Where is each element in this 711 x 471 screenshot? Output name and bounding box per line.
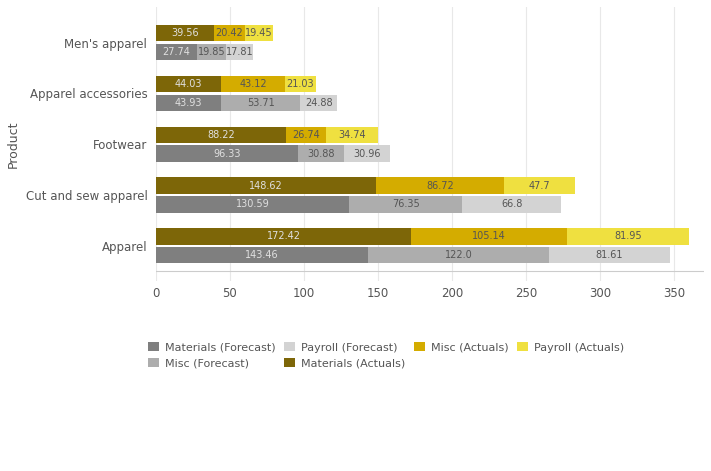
Text: 20.42: 20.42 — [215, 28, 243, 38]
Text: 21.03: 21.03 — [287, 79, 314, 89]
Legend: Materials (Forecast), Misc (Forecast), Payroll (Forecast), Materials (Actuals), : Materials (Forecast), Misc (Forecast), P… — [145, 339, 627, 372]
Text: 96.33: 96.33 — [213, 148, 241, 159]
Text: 19.85: 19.85 — [198, 47, 225, 57]
Text: 44.03: 44.03 — [175, 79, 202, 89]
Text: 17.81: 17.81 — [225, 47, 253, 57]
Bar — [549, 247, 670, 263]
Bar — [344, 146, 390, 162]
Text: 30.96: 30.96 — [353, 148, 381, 159]
Bar — [156, 196, 349, 212]
Text: 143.46: 143.46 — [245, 250, 279, 260]
Bar — [376, 178, 505, 194]
Bar — [156, 178, 376, 194]
Text: 81.61: 81.61 — [596, 250, 624, 260]
Text: 47.7: 47.7 — [529, 180, 550, 191]
Text: 122.0: 122.0 — [445, 250, 473, 260]
Text: 88.22: 88.22 — [207, 130, 235, 140]
Text: 26.74: 26.74 — [292, 130, 320, 140]
Bar — [285, 76, 316, 92]
Bar — [156, 228, 411, 244]
Bar — [287, 127, 326, 143]
Text: 43.93: 43.93 — [174, 98, 202, 108]
Bar — [245, 25, 274, 41]
Text: 34.74: 34.74 — [338, 130, 365, 140]
Bar — [301, 95, 337, 111]
Text: 172.42: 172.42 — [267, 231, 301, 242]
Bar — [326, 127, 378, 143]
Bar — [221, 76, 285, 92]
Text: 81.95: 81.95 — [614, 231, 641, 242]
Y-axis label: Product: Product — [7, 121, 20, 168]
Text: 43.12: 43.12 — [239, 79, 267, 89]
Bar — [368, 247, 549, 263]
Bar — [214, 25, 245, 41]
Bar — [221, 95, 301, 111]
Bar — [411, 228, 567, 244]
Bar — [156, 44, 197, 60]
Text: 39.56: 39.56 — [171, 28, 199, 38]
Bar — [226, 44, 252, 60]
Text: 66.8: 66.8 — [501, 199, 523, 210]
Bar — [156, 25, 214, 41]
Text: 86.72: 86.72 — [427, 180, 454, 191]
Text: 24.88: 24.88 — [305, 98, 333, 108]
Bar — [505, 178, 575, 194]
Bar — [349, 196, 462, 212]
Bar — [156, 146, 299, 162]
Text: 76.35: 76.35 — [392, 199, 419, 210]
Text: 19.45: 19.45 — [245, 28, 273, 38]
Text: 30.88: 30.88 — [308, 148, 335, 159]
Bar — [156, 247, 368, 263]
Bar — [567, 228, 688, 244]
Text: 148.62: 148.62 — [249, 180, 283, 191]
Bar — [156, 127, 287, 143]
Bar — [156, 76, 221, 92]
Text: 105.14: 105.14 — [472, 231, 506, 242]
Text: 130.59: 130.59 — [235, 199, 269, 210]
Bar — [156, 95, 221, 111]
Bar — [299, 146, 344, 162]
Text: 53.71: 53.71 — [247, 98, 274, 108]
Bar — [197, 44, 226, 60]
Bar — [462, 196, 562, 212]
Text: 27.74: 27.74 — [162, 47, 191, 57]
